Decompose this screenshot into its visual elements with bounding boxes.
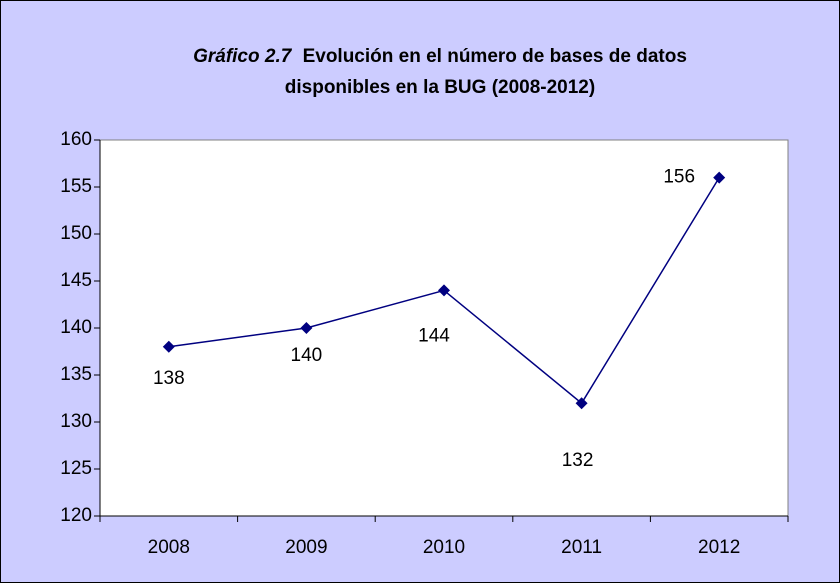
title-line: Evolución en el número de bases de datos (303, 46, 687, 67)
x-tick-label: 2010 (423, 537, 465, 558)
data-point (575, 397, 588, 410)
plot-area (99, 139, 789, 517)
y-tick-label: 135 (60, 364, 92, 385)
y-tick-label: 150 (60, 223, 92, 244)
x-tick-label: 2008 (148, 537, 190, 558)
data-label: 144 (418, 325, 450, 346)
data-point (162, 340, 175, 353)
title-label: Gráfico 2.7 (193, 46, 293, 67)
y-tick-label: 155 (60, 176, 92, 197)
data-label: 156 (663, 167, 695, 188)
chart-title: Gráfico 2.7 Evolución en el número de ba… (193, 46, 687, 67)
data-label: 138 (153, 368, 185, 389)
y-tick-label: 160 (60, 129, 92, 150)
title-line: disponibles en la BUG (2008-2012) (285, 77, 595, 98)
chart-title: disponibles en la BUG (2008-2012) (285, 77, 595, 98)
y-tick-label: 140 (60, 317, 92, 338)
data-point (300, 322, 313, 334)
y-tick-label: 125 (60, 458, 92, 479)
x-tick-label: 2012 (698, 537, 740, 558)
y-tick-label: 120 (60, 505, 92, 526)
y-tick-label: 145 (60, 270, 92, 291)
data-point (438, 284, 450, 297)
data-point (713, 171, 726, 184)
data-label: 132 (562, 450, 594, 471)
data-label: 140 (291, 345, 323, 366)
y-tick-label: 130 (60, 411, 92, 432)
x-tick-label: 2009 (285, 537, 327, 558)
x-tick-label: 2011 (561, 537, 602, 558)
